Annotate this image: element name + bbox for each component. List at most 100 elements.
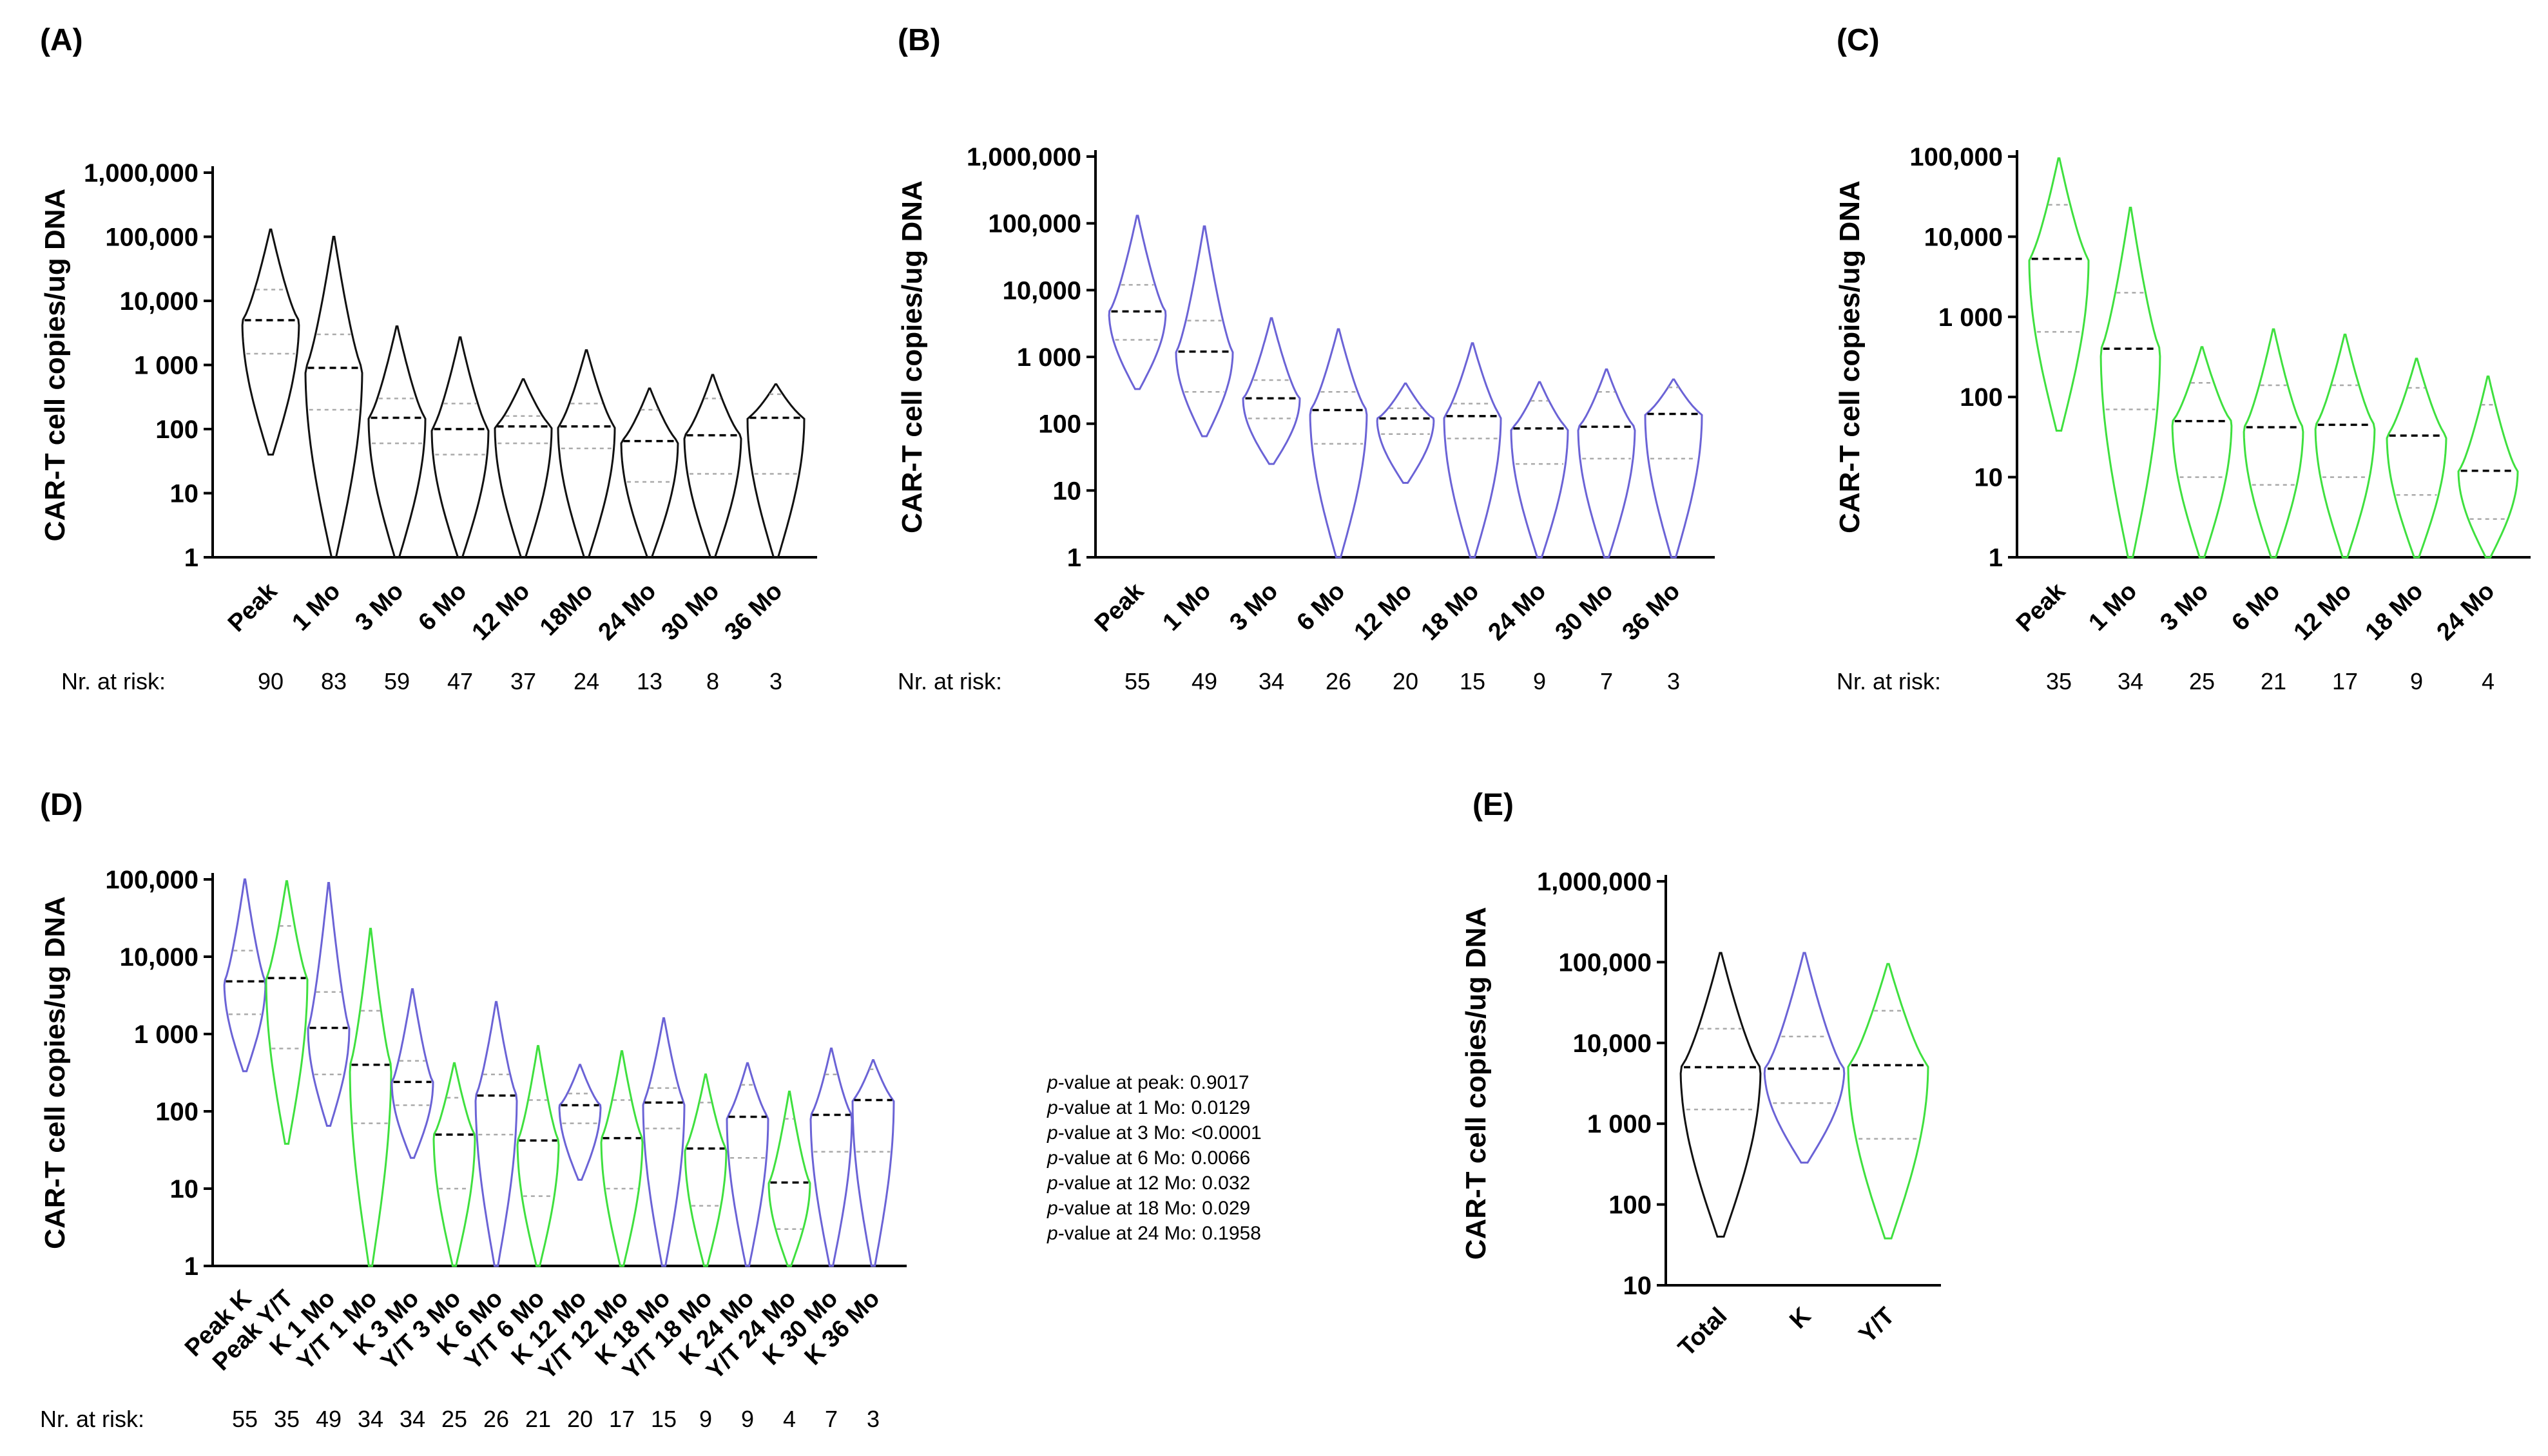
violin-A-8 [746,383,806,559]
y-tick-label-D-1: 10 [170,1175,199,1203]
x-tick-label-B-2: 3 Mo [1224,578,1283,637]
violin-D-6 [474,1001,518,1267]
violin-D-8 [558,1064,602,1181]
violin-B-6 [1510,381,1569,559]
y-tick-label-B-1: 10 [1053,477,1082,505]
risk-count-B-7: 7 [1600,668,1613,694]
violin-D-2 [307,882,351,1127]
x-tick-label-A-8: 36 Mo [720,578,788,646]
risk-count-B-0: 55 [1124,668,1150,694]
panel-C: (C) CAR-T cell copies/ug DNA 1 10 100 1 000 10… [1834,23,2531,694]
violin-D-3 [349,928,392,1267]
violin-D-0 [223,878,267,1073]
violin-D-7 [516,1045,560,1267]
y-tick-label-E-5: 1,000,000 [1537,868,1652,896]
panel-label-A: (A) [40,23,83,57]
panel-E: (E) CAR-T cell copies/ug DNA 10 100 1 000 10,… [1460,788,1941,1362]
violin-D-15 [851,1059,895,1267]
panel-label-B: (B) [898,23,941,57]
y-tick-label-D-4: 10,000 [120,943,198,972]
risk-count-D-10: 15 [651,1406,677,1432]
risk-count-A-3: 47 [447,668,473,694]
violin-C-3 [2243,328,2304,559]
risk-count-D-13: 4 [783,1406,796,1432]
risk-count-B-1: 49 [1192,668,1217,694]
violin-D-4 [391,988,434,1159]
risk-label-A: Nr. at risk: [61,668,166,694]
x-tick-label-B-5: 18 Mo [1416,578,1485,646]
risk-count-B-3: 26 [1326,668,1351,694]
violin-B-8 [1644,378,1703,559]
violin-C-4 [2314,333,2376,559]
y-tick-label-C-0: 1 [1989,544,2003,572]
violin-B-5 [1443,342,1502,559]
risk-count-D-9: 17 [609,1406,635,1432]
violin-D-14 [809,1048,853,1267]
x-tick-label-B-1: 1 Mo [1157,578,1216,637]
x-tick-label-A-3: 6 Mo [413,578,472,637]
x-tick-label-C-0: Peak [2011,577,2071,637]
panel-B: (B) CAR-T cell copies/ug DNA 1 10 100 1 000 10… [896,23,1715,694]
x-tick-label-A-6: 24 Mo [594,578,662,646]
violin-D-10 [642,1017,686,1267]
risk-count-A-8: 3 [769,668,782,694]
violin-D-13 [767,1090,811,1267]
x-tick-label-B-8: 36 Mo [1617,578,1686,646]
y-tick-label-C-4: 10,000 [1924,223,2003,251]
violin-B-0 [1108,215,1167,390]
violin-A-1 [304,236,363,559]
risk-label-D: Nr. at risk: [40,1406,144,1432]
y-tick-label-B-2: 100 [1038,410,1081,439]
y-tick-label-A-4: 10,000 [120,287,198,316]
y-axis-title-A: CAR-T cell copies/ug DNA [39,189,71,542]
p-value-annotation-6: p-value at 24 Mo: 0.1958 [1047,1223,1261,1244]
x-tick-label-C-1: 1 Mo [2083,578,2142,637]
violin-A-4 [494,378,553,559]
y-tick-label-A-2: 100 [155,416,198,444]
x-tick-label-A-5: 18Mo [535,578,598,641]
y-tick-label-B-6: 1,000,000 [967,143,1081,171]
y-tick-label-C-5: 100,000 [1909,143,2003,171]
risk-count-C-1: 34 [2118,668,2143,694]
p-value-annotation-4: p-value at 12 Mo: 0.032 [1047,1173,1250,1194]
panel-A: (A) CAR-T cell copies/ug DNA 1 10 100 1 000 10… [39,23,817,694]
risk-count-D-2: 49 [316,1406,342,1432]
x-tick-label-A-2: 3 Mo [350,578,409,637]
y-tick-label-B-4: 10,000 [1003,276,1081,305]
panel-label-E: (E) [1472,788,1514,822]
p-value-annotation-5: p-value at 18 Mo: 0.029 [1047,1198,1250,1219]
risk-count-B-5: 15 [1460,668,1485,694]
risk-count-D-14: 7 [825,1406,838,1432]
risk-count-A-0: 90 [258,668,284,694]
violin-B-3 [1309,328,1368,559]
risk-label-C: Nr. at risk: [1837,668,1941,694]
risk-label-B: Nr. at risk: [898,668,1002,694]
y-tick-label-E-4: 100,000 [1558,948,1652,977]
violin-A-7 [683,374,742,559]
x-tick-label-A-0: Peak [223,577,283,637]
x-tick-label-B-0: Peak [1090,577,1150,637]
panel-D: (D) CAR-T cell copies/ug DNA 1 10 100 1 000 10… [39,788,1262,1432]
x-tick-label-E-1: K [1784,1302,1816,1334]
y-tick-label-E-3: 10,000 [1573,1030,1652,1058]
risk-count-C-4: 17 [2332,668,2358,694]
y-tick-label-D-3: 1 000 [134,1020,198,1049]
risk-count-B-6: 9 [1533,668,1546,694]
x-tick-label-E-2: Y/T [1854,1303,1900,1349]
panel-label-C: (C) [1837,23,1880,57]
x-tick-label-C-5: 18 Mo [2360,578,2429,646]
violin-D-9 [600,1050,644,1267]
x-tick-label-A-1: 1 Mo [287,578,345,637]
risk-count-C-6: 4 [2482,668,2495,694]
y-tick-label-B-5: 100,000 [988,210,1081,238]
risk-count-C-3: 21 [2261,668,2286,694]
y-tick-label-D-2: 100 [155,1098,198,1126]
y-tick-label-D-0: 1 [184,1252,198,1281]
risk-count-D-12: 9 [741,1406,754,1432]
x-tick-label-B-4: 12 Mo [1349,578,1418,646]
risk-count-A-4: 37 [510,668,536,694]
x-tick-label-E-0: Total [1673,1303,1732,1362]
violin-B-1 [1175,225,1234,437]
y-tick-label-A-0: 1 [184,544,198,572]
